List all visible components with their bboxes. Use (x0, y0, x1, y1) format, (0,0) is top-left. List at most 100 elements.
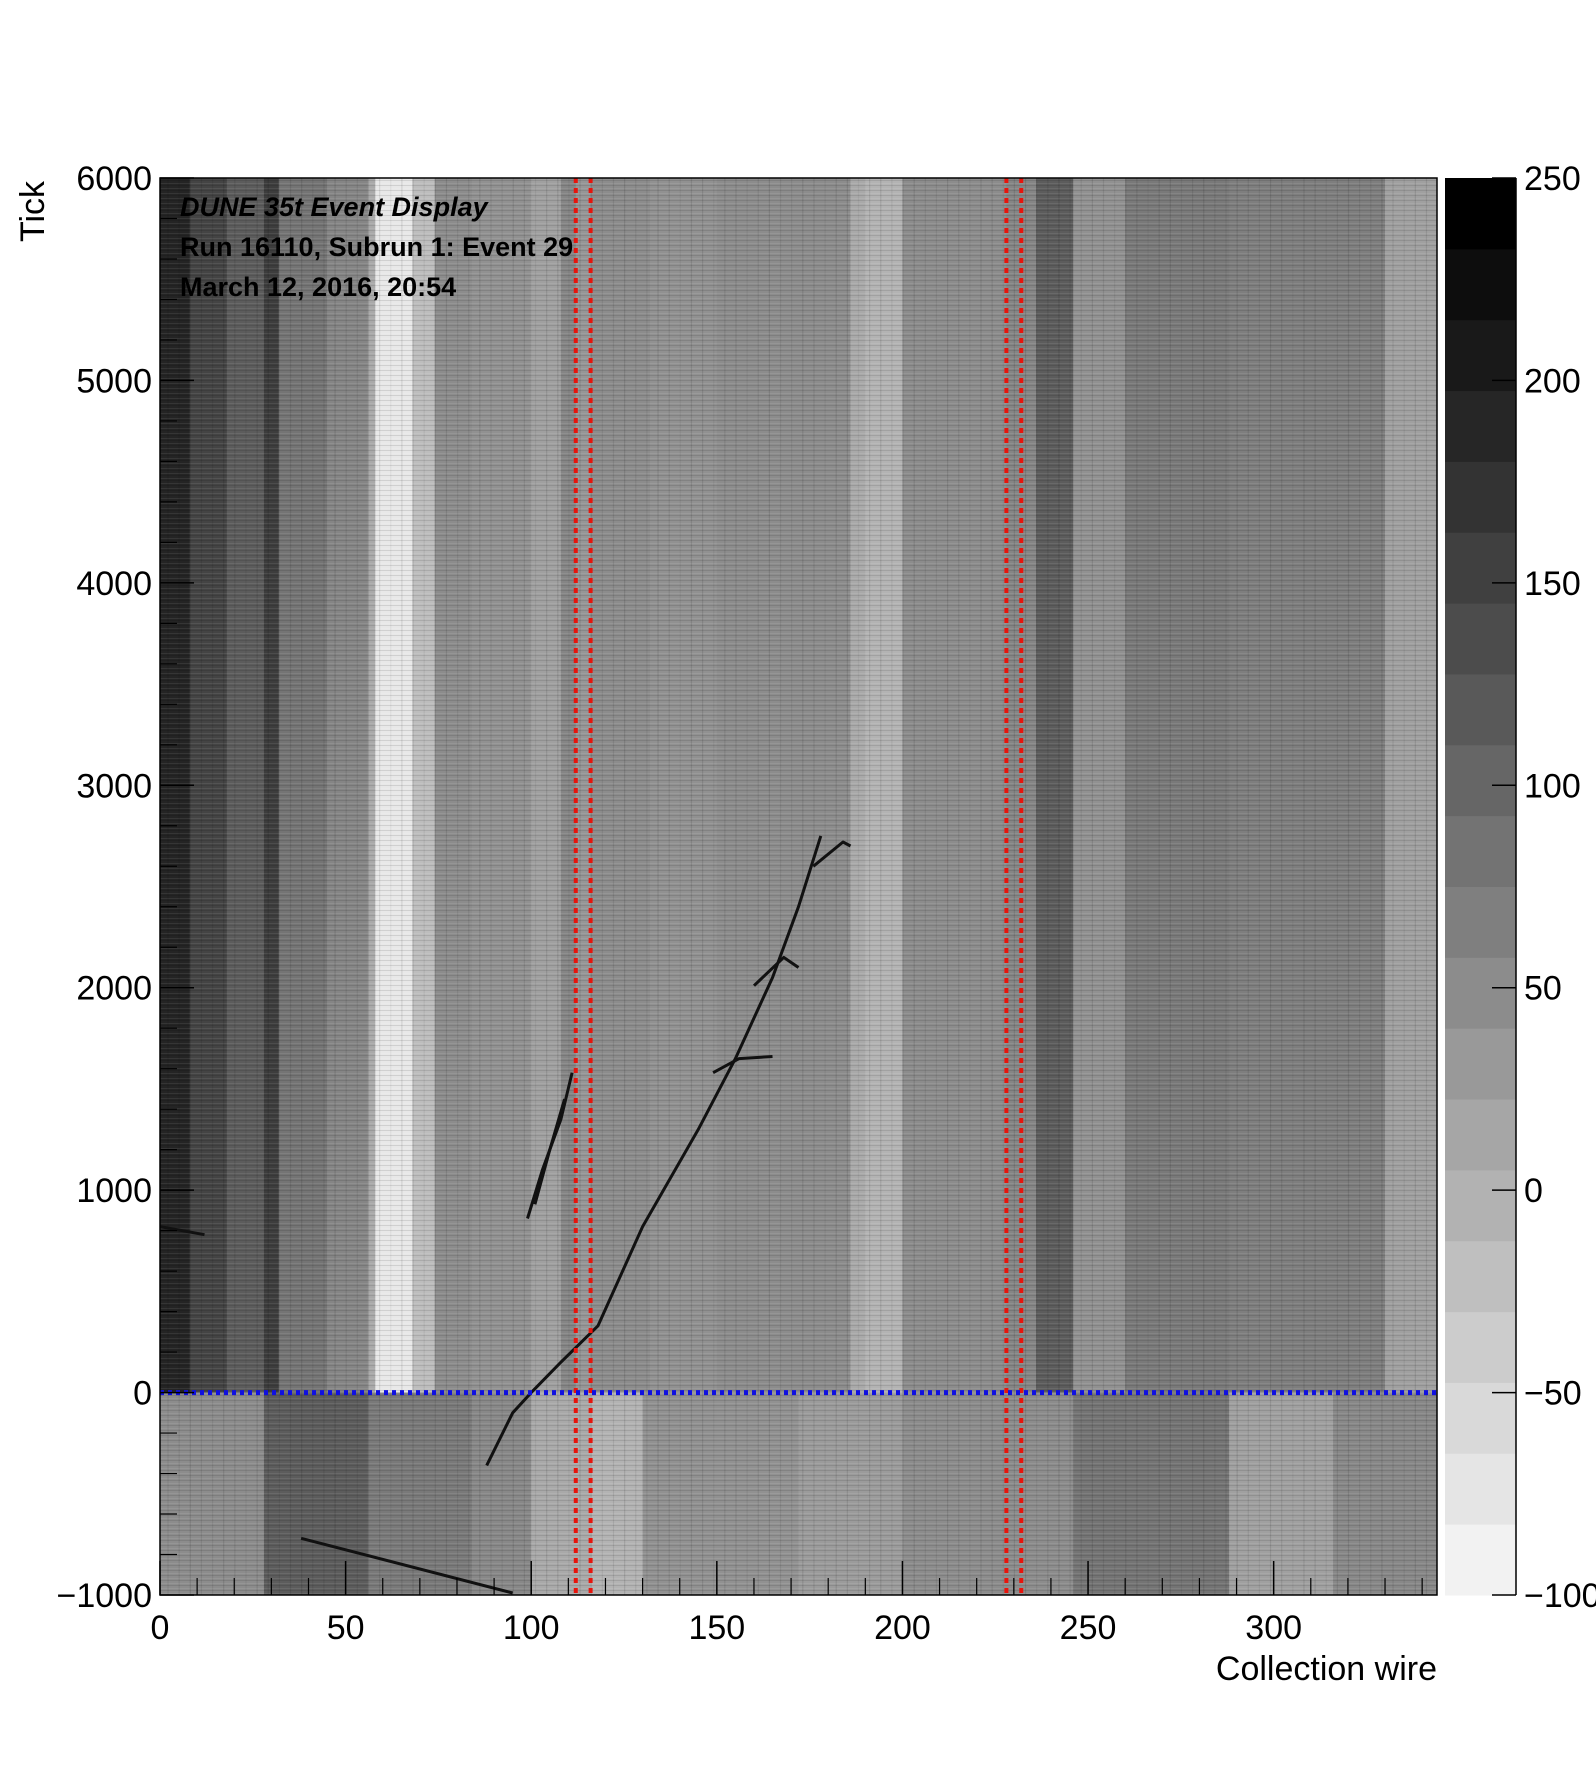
x-tick-label: 50 (327, 1609, 365, 1647)
lower-track (300, 1536, 514, 1595)
wire-column (1370, 178, 1372, 1595)
main-track (485, 835, 823, 1467)
lower-left-track (160, 1225, 205, 1237)
wire-column (958, 178, 960, 1595)
x-axis-title: Collection wire (1216, 1650, 1437, 1688)
y-axis-title: Tick (14, 180, 52, 242)
wire-column (913, 178, 915, 1595)
y-tick-label: 5000 (76, 362, 152, 400)
overlay-lines (160, 178, 1437, 1595)
x-tick-label: 150 (688, 1609, 745, 1647)
wire-column (690, 178, 693, 1595)
wire-column (1336, 178, 1338, 1595)
wire-column (1359, 178, 1361, 1595)
wire-column (824, 178, 826, 1595)
wire-column (223, 178, 225, 1595)
wire-column (1292, 178, 1294, 1595)
y-tick-label: 6000 (76, 160, 152, 198)
wire-column (857, 178, 860, 1595)
wire-column (1303, 178, 1305, 1595)
plot-frame (159, 177, 1438, 1596)
wire-column (289, 178, 292, 1595)
colorbar-level (1445, 1524, 1516, 1596)
wire-column (412, 178, 414, 1595)
wire-column (234, 178, 236, 1595)
colorbar-level (1445, 1028, 1516, 1100)
colorbar-tick-label: 100 (1524, 767, 1581, 805)
wire-column (501, 178, 503, 1595)
colorbar-level (1445, 178, 1516, 250)
colorbar-level (1445, 532, 1516, 604)
wire-column (301, 178, 303, 1595)
wire-column (835, 178, 837, 1595)
wire-column (1314, 178, 1316, 1595)
date-info: March 12, 2016, 20:54 (180, 272, 456, 302)
branch-track-b (533, 1098, 567, 1205)
wire-column (724, 178, 726, 1595)
colorbar-level (1445, 673, 1516, 746)
y-axis: −1000 0 1000 2000 3000 4000 5000 6000 (57, 160, 194, 1615)
noise-texture (160, 178, 1437, 1595)
wire-column (1047, 178, 1049, 1595)
wire-column (1258, 178, 1261, 1595)
colorbar-level (1445, 319, 1516, 392)
colorbar-level (1445, 390, 1516, 462)
colorbar-tick-label: −100 (1524, 1577, 1596, 1615)
wire-column (579, 178, 581, 1595)
wire-column (713, 178, 715, 1595)
wire-column (1381, 178, 1383, 1595)
colorbar-level (1445, 1382, 1516, 1454)
wire-column (791, 178, 793, 1595)
wire-column (445, 178, 448, 1595)
wire-column (946, 178, 949, 1595)
x-tick-label: 100 (503, 1609, 560, 1647)
wire-column (924, 178, 926, 1595)
y-tick-label: 2000 (76, 970, 152, 1008)
wire-column (434, 178, 436, 1595)
wire-column (969, 178, 971, 1595)
y-tick-label: 1000 (76, 1172, 152, 1210)
colorbar-tick-label: 0 (1524, 1172, 1543, 1210)
wire-column (1136, 178, 1138, 1595)
wire-column (1269, 178, 1272, 1595)
y-tick-label: −1000 (57, 1577, 153, 1615)
wire-column (1347, 178, 1350, 1595)
x-tick-label: 200 (874, 1609, 931, 1647)
x-axis: 0 50 100 150 200 250 300 (151, 1561, 1423, 1647)
run-info: Run 16110, Subrun 1: Event 29 (180, 232, 573, 262)
shower-fragment-c (812, 840, 852, 868)
wire-column (1036, 178, 1038, 1595)
wire-column (1191, 178, 1194, 1595)
wire-column (200, 178, 203, 1595)
colorbar-level (1445, 603, 1516, 675)
wire-column (880, 178, 882, 1595)
wire-column (980, 178, 982, 1595)
wire-column (1203, 178, 1205, 1595)
wire-column (278, 178, 280, 1595)
colorbar-level (1445, 1099, 1516, 1171)
wire-column (245, 178, 247, 1595)
wire-column (1325, 178, 1327, 1595)
wire-column (735, 178, 737, 1595)
wire-column (1247, 178, 1249, 1595)
wire-column (211, 178, 214, 1595)
wire-column (323, 178, 325, 1595)
wire-column (635, 178, 637, 1595)
wire-column (312, 178, 314, 1595)
wire-column (490, 178, 492, 1595)
wire-column (423, 178, 425, 1595)
colorbar-level (1445, 1453, 1516, 1525)
wire-column (256, 178, 258, 1595)
wire-column (646, 178, 648, 1595)
x-tick-label: 250 (1060, 1609, 1117, 1647)
colorbar-tick-label: 200 (1524, 362, 1581, 400)
x-tick-label: 0 (151, 1609, 170, 1647)
colorbar-level (1445, 886, 1516, 958)
wire-column (624, 178, 626, 1595)
wire-column (1414, 178, 1416, 1595)
wire-column (1091, 178, 1093, 1595)
wire-column (178, 178, 180, 1595)
wire-column (1024, 178, 1027, 1595)
wire-column (1147, 178, 1149, 1595)
wire-column (746, 178, 748, 1595)
